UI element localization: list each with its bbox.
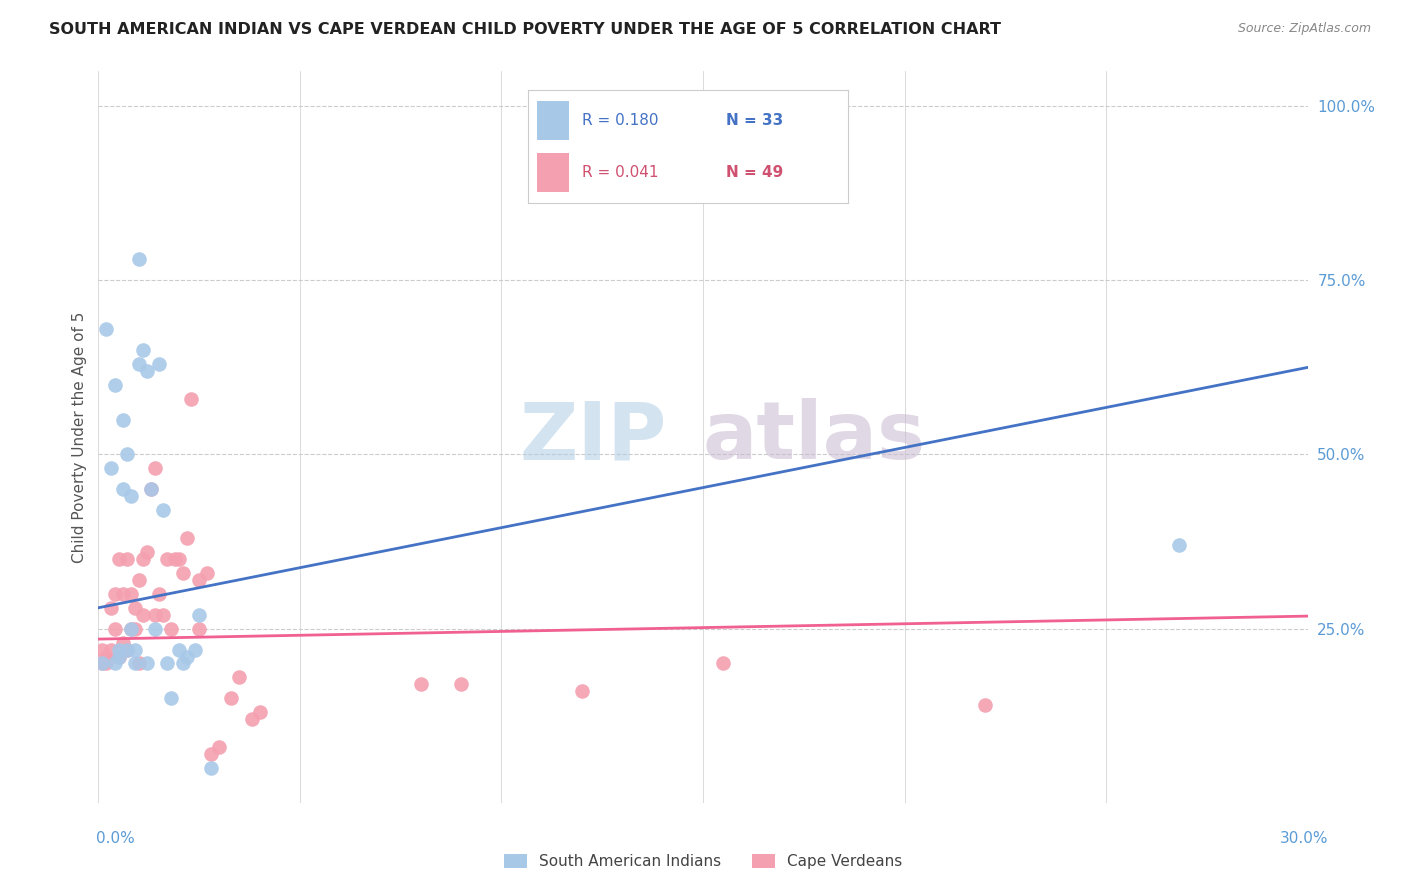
South American Indians: [107, 649, 129, 664]
South American Indians: [132, 343, 155, 357]
Cape Verdeans: [128, 657, 150, 671]
Cape Verdeans: [103, 587, 125, 601]
Cape Verdeans: [115, 552, 138, 566]
South American Indians: [139, 483, 162, 497]
South American Indians: [100, 461, 122, 475]
Text: atlas: atlas: [703, 398, 927, 476]
Cape Verdeans: [139, 483, 162, 497]
Cape Verdeans: [571, 684, 593, 698]
Cape Verdeans: [240, 712, 263, 726]
Cape Verdeans: [148, 587, 170, 601]
Cape Verdeans: [188, 573, 211, 587]
South American Indians: [120, 489, 142, 503]
Text: Source: ZipAtlas.com: Source: ZipAtlas.com: [1237, 22, 1371, 36]
South American Indians: [156, 657, 179, 671]
South American Indians: [1167, 538, 1189, 552]
South American Indians: [176, 649, 198, 664]
Cape Verdeans: [135, 545, 157, 559]
Cape Verdeans: [120, 587, 142, 601]
Cape Verdeans: [188, 622, 211, 636]
Cape Verdeans: [91, 642, 114, 657]
Cape Verdeans: [221, 691, 243, 706]
South American Indians: [107, 642, 129, 657]
Cape Verdeans: [208, 740, 231, 755]
Cape Verdeans: [124, 600, 146, 615]
South American Indians: [184, 642, 207, 657]
Cape Verdeans: [115, 642, 138, 657]
Legend: South American Indians, Cape Verdeans: South American Indians, Cape Verdeans: [498, 848, 908, 875]
Cape Verdeans: [156, 552, 179, 566]
South American Indians: [124, 657, 146, 671]
South American Indians: [167, 642, 190, 657]
South American Indians: [111, 412, 134, 426]
Cape Verdeans: [200, 747, 222, 761]
Cape Verdeans: [91, 657, 114, 671]
Cape Verdeans: [100, 600, 122, 615]
South American Indians: [160, 691, 183, 706]
Cape Verdeans: [409, 677, 432, 691]
Cape Verdeans: [167, 552, 190, 566]
Cape Verdeans: [111, 587, 134, 601]
South American Indians: [148, 357, 170, 371]
South American Indians: [128, 252, 150, 267]
South American Indians: [115, 642, 138, 657]
Cape Verdeans: [163, 552, 186, 566]
Cape Verdeans: [128, 573, 150, 587]
Cape Verdeans: [96, 657, 118, 671]
South American Indians: [111, 483, 134, 497]
Cape Verdeans: [143, 461, 166, 475]
Cape Verdeans: [124, 622, 146, 636]
South American Indians: [124, 642, 146, 657]
Cape Verdeans: [132, 552, 155, 566]
Cape Verdeans: [160, 622, 183, 636]
South American Indians: [103, 377, 125, 392]
Cape Verdeans: [450, 677, 472, 691]
Cape Verdeans: [143, 607, 166, 622]
Cape Verdeans: [195, 566, 218, 580]
Cape Verdeans: [96, 649, 118, 664]
Text: 0.0%: 0.0%: [96, 831, 135, 846]
Cape Verdeans: [152, 607, 174, 622]
Cape Verdeans: [249, 705, 271, 719]
South American Indians: [115, 448, 138, 462]
Cape Verdeans: [107, 552, 129, 566]
Text: 30.0%: 30.0%: [1281, 831, 1329, 846]
Y-axis label: Child Poverty Under the Age of 5: Child Poverty Under the Age of 5: [72, 311, 87, 563]
Cape Verdeans: [107, 649, 129, 664]
South American Indians: [152, 503, 174, 517]
Cape Verdeans: [180, 392, 202, 406]
South American Indians: [200, 761, 222, 775]
South American Indians: [143, 622, 166, 636]
Cape Verdeans: [228, 670, 250, 684]
South American Indians: [172, 657, 194, 671]
Text: SOUTH AMERICAN INDIAN VS CAPE VERDEAN CHILD POVERTY UNDER THE AGE OF 5 CORRELATI: SOUTH AMERICAN INDIAN VS CAPE VERDEAN CH…: [49, 22, 1001, 37]
South American Indians: [135, 657, 157, 671]
South American Indians: [135, 364, 157, 378]
Cape Verdeans: [974, 698, 997, 713]
Cape Verdeans: [172, 566, 194, 580]
Cape Verdeans: [111, 635, 134, 649]
Cape Verdeans: [132, 607, 155, 622]
South American Indians: [96, 322, 118, 336]
South American Indians: [120, 622, 142, 636]
Cape Verdeans: [120, 622, 142, 636]
South American Indians: [128, 357, 150, 371]
Cape Verdeans: [176, 531, 198, 545]
South American Indians: [188, 607, 211, 622]
Text: ZIP: ZIP: [519, 398, 666, 476]
South American Indians: [91, 657, 114, 671]
Cape Verdeans: [711, 657, 734, 671]
Cape Verdeans: [103, 622, 125, 636]
Cape Verdeans: [100, 642, 122, 657]
South American Indians: [103, 657, 125, 671]
